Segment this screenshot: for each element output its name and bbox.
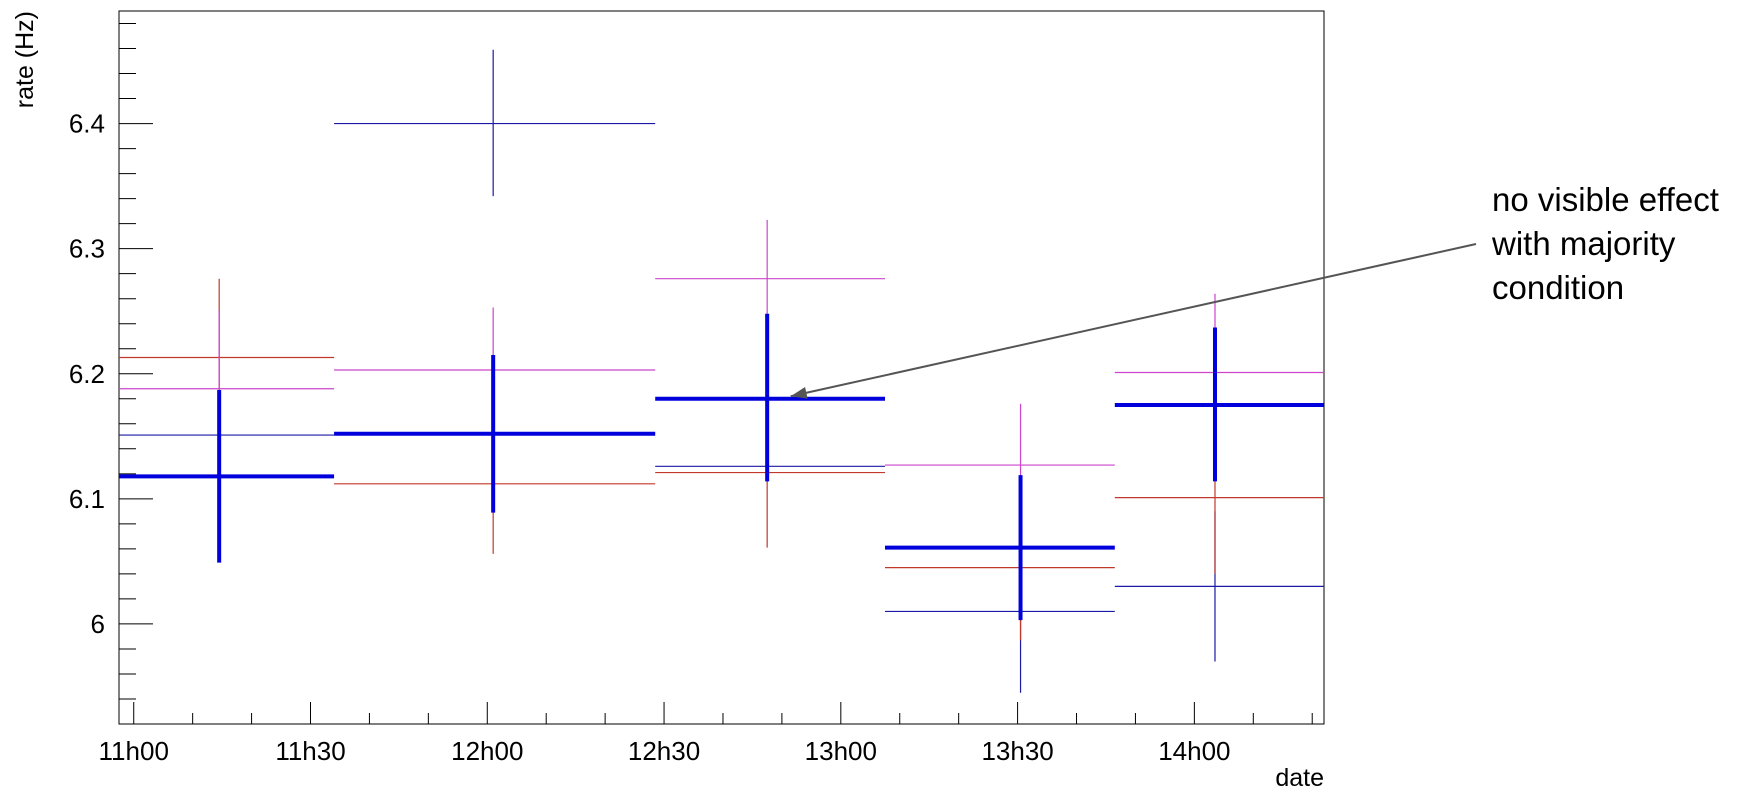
data-point bbox=[334, 355, 655, 513]
x-tick-label: 12h00 bbox=[451, 736, 523, 766]
annotation-line-3: condition bbox=[1492, 269, 1624, 306]
plot-frame bbox=[119, 11, 1324, 724]
x-tick-label: 14h00 bbox=[1158, 736, 1230, 766]
x-tick-label: 11h00 bbox=[99, 736, 169, 766]
data-point bbox=[885, 530, 1115, 693]
annotation-line-1: no visible effect bbox=[1492, 181, 1719, 218]
annotation-line-2: with majority bbox=[1491, 225, 1676, 262]
series-layer bbox=[119, 50, 1324, 693]
series-1 bbox=[119, 50, 1324, 693]
data-point bbox=[1115, 421, 1324, 574]
y-axis-title: rate (Hz) bbox=[11, 11, 39, 108]
y-tick-label: 6 bbox=[91, 609, 105, 639]
series-4 bbox=[119, 314, 1324, 620]
data-point bbox=[885, 495, 1115, 640]
tick-labels: 11h00 11h30 12h00 12h30 13h00 13h30 14h00 6 6.1 6… bbox=[69, 109, 1231, 766]
data-point bbox=[655, 220, 885, 336]
data-point bbox=[119, 390, 334, 563]
data-point bbox=[655, 398, 885, 548]
y-tick-label: 6.3 bbox=[69, 234, 105, 264]
data-point bbox=[119, 279, 334, 437]
annotation: no visible effect with majority conditio… bbox=[791, 181, 1719, 399]
data-point bbox=[1115, 327, 1324, 481]
data-point bbox=[655, 314, 885, 482]
data-point bbox=[1115, 511, 1324, 661]
data-point bbox=[885, 404, 1115, 527]
y-tick-label: 6.2 bbox=[69, 359, 105, 389]
x-tick-label: 12h30 bbox=[628, 736, 700, 766]
y-tick-label: 6.4 bbox=[69, 109, 105, 139]
y-tick-label: 6.1 bbox=[69, 484, 105, 514]
series-3 bbox=[119, 220, 1324, 526]
x-tick-label: 11h30 bbox=[275, 736, 345, 766]
data-point bbox=[334, 50, 655, 196]
data-point bbox=[119, 310, 334, 468]
x-tick-label: 13h30 bbox=[981, 736, 1053, 766]
axis-ticks bbox=[119, 24, 1312, 724]
annotation-arrow bbox=[791, 244, 1476, 396]
x-tick-label: 13h00 bbox=[805, 736, 877, 766]
data-point bbox=[885, 475, 1115, 620]
x-axis-title: date bbox=[1275, 764, 1324, 789]
